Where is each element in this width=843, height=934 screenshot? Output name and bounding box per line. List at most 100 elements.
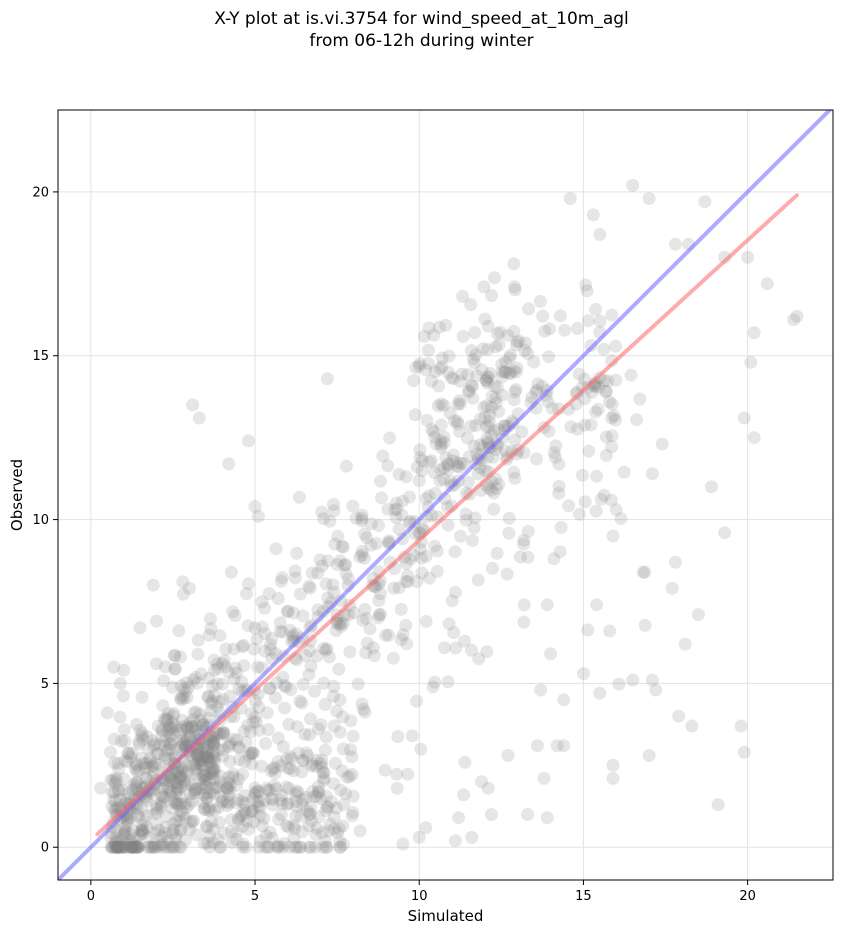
scatter-point	[162, 719, 176, 733]
scatter-point	[117, 827, 131, 841]
scatter-point	[441, 458, 455, 472]
scatter-point	[132, 763, 146, 777]
scatter-point	[331, 529, 345, 543]
scatter-point	[201, 751, 215, 765]
scatter-point	[196, 757, 210, 771]
scatter-point	[518, 344, 532, 357]
scatter-point	[194, 782, 208, 796]
scatter-point	[487, 271, 501, 285]
scatter-point	[178, 797, 192, 811]
scatter-point	[446, 448, 460, 462]
scatter-point	[609, 339, 623, 353]
scatter-point	[180, 766, 194, 779]
scatter-point	[224, 813, 238, 827]
scatter-point	[502, 526, 516, 540]
scatter-point	[154, 788, 168, 802]
scatter-point	[235, 640, 249, 654]
scatter-point	[177, 682, 191, 696]
scatter-point	[147, 826, 161, 839]
scatter-point	[132, 735, 146, 749]
scatter-point	[290, 720, 304, 734]
scatter-point	[485, 808, 498, 821]
scatter-point	[130, 758, 143, 772]
scatter-point	[462, 384, 476, 398]
scatter-point	[603, 624, 617, 638]
scatter-point	[334, 594, 348, 608]
scatter-point	[208, 762, 222, 776]
scatter-point	[109, 840, 123, 854]
scatter-point	[239, 735, 253, 749]
scatter-point	[188, 756, 202, 770]
scatter-point	[200, 750, 214, 764]
scatter-point	[149, 757, 162, 771]
scatter-point	[492, 477, 506, 491]
scatter-point	[205, 694, 219, 708]
scatter-point	[419, 363, 433, 377]
scatter-point	[156, 840, 170, 854]
scatter-point	[483, 366, 497, 380]
scatter-point	[110, 840, 124, 854]
scatter-point	[464, 379, 478, 393]
scatter-point	[593, 228, 607, 241]
scatter-point	[226, 767, 240, 781]
scatter-point	[327, 719, 341, 733]
scatter-point	[605, 440, 619, 454]
scatter-point	[428, 539, 442, 553]
scatter-point	[741, 250, 755, 264]
scatter-point	[313, 553, 327, 567]
scatter-point	[214, 840, 228, 854]
scatter-point	[303, 644, 317, 658]
scatter-point	[542, 424, 556, 438]
scatter-point	[612, 677, 626, 691]
scatter-point	[339, 459, 353, 473]
scatter-point	[351, 677, 365, 691]
scatter-point	[672, 709, 686, 723]
scatter-point	[135, 818, 149, 832]
scatter-point	[183, 787, 197, 801]
scatter-point	[333, 834, 347, 848]
grid	[58, 110, 833, 880]
scatter-point	[326, 578, 340, 592]
scatter-point	[122, 787, 136, 800]
scatter-point	[111, 840, 125, 854]
x-tick-label: 15	[575, 889, 592, 904]
scatter-point	[169, 786, 183, 800]
scatter-point	[155, 722, 169, 736]
scatter-point	[228, 609, 242, 623]
scatter-point	[389, 496, 403, 510]
scatter-point	[461, 431, 474, 445]
scatter-point	[296, 677, 310, 691]
scatter-point	[358, 527, 372, 541]
scatter-point	[116, 783, 130, 797]
scatter-point	[480, 645, 494, 659]
scatter-point	[280, 752, 294, 766]
scatter-point	[224, 825, 238, 838]
scatter-point	[174, 693, 188, 707]
scatter-point	[498, 365, 512, 379]
scatter-point	[108, 776, 122, 790]
scatter-point	[437, 436, 451, 450]
scatter-point	[114, 734, 128, 748]
scatter-point	[364, 517, 378, 531]
scatter-point	[125, 840, 139, 854]
scatter-point	[204, 696, 218, 710]
scatter-point	[468, 326, 482, 339]
scatter-point	[207, 781, 221, 795]
scatter-point	[194, 758, 208, 772]
scatter-point	[260, 781, 273, 795]
scatter-point	[206, 765, 220, 778]
scatter-point	[624, 368, 638, 382]
scatter-point	[189, 719, 203, 733]
scatter-point	[219, 642, 233, 656]
scatter-point	[401, 575, 415, 589]
scatter-point	[168, 648, 182, 662]
scatter-point	[124, 836, 138, 850]
scatter-point	[257, 811, 271, 825]
scatter-point	[315, 826, 329, 840]
scatter-point	[169, 814, 183, 828]
scatter-point	[220, 780, 234, 794]
scatter-point	[315, 559, 329, 573]
scatter-point	[251, 509, 265, 523]
scatter-point	[217, 725, 231, 739]
scatter-point	[443, 406, 457, 420]
